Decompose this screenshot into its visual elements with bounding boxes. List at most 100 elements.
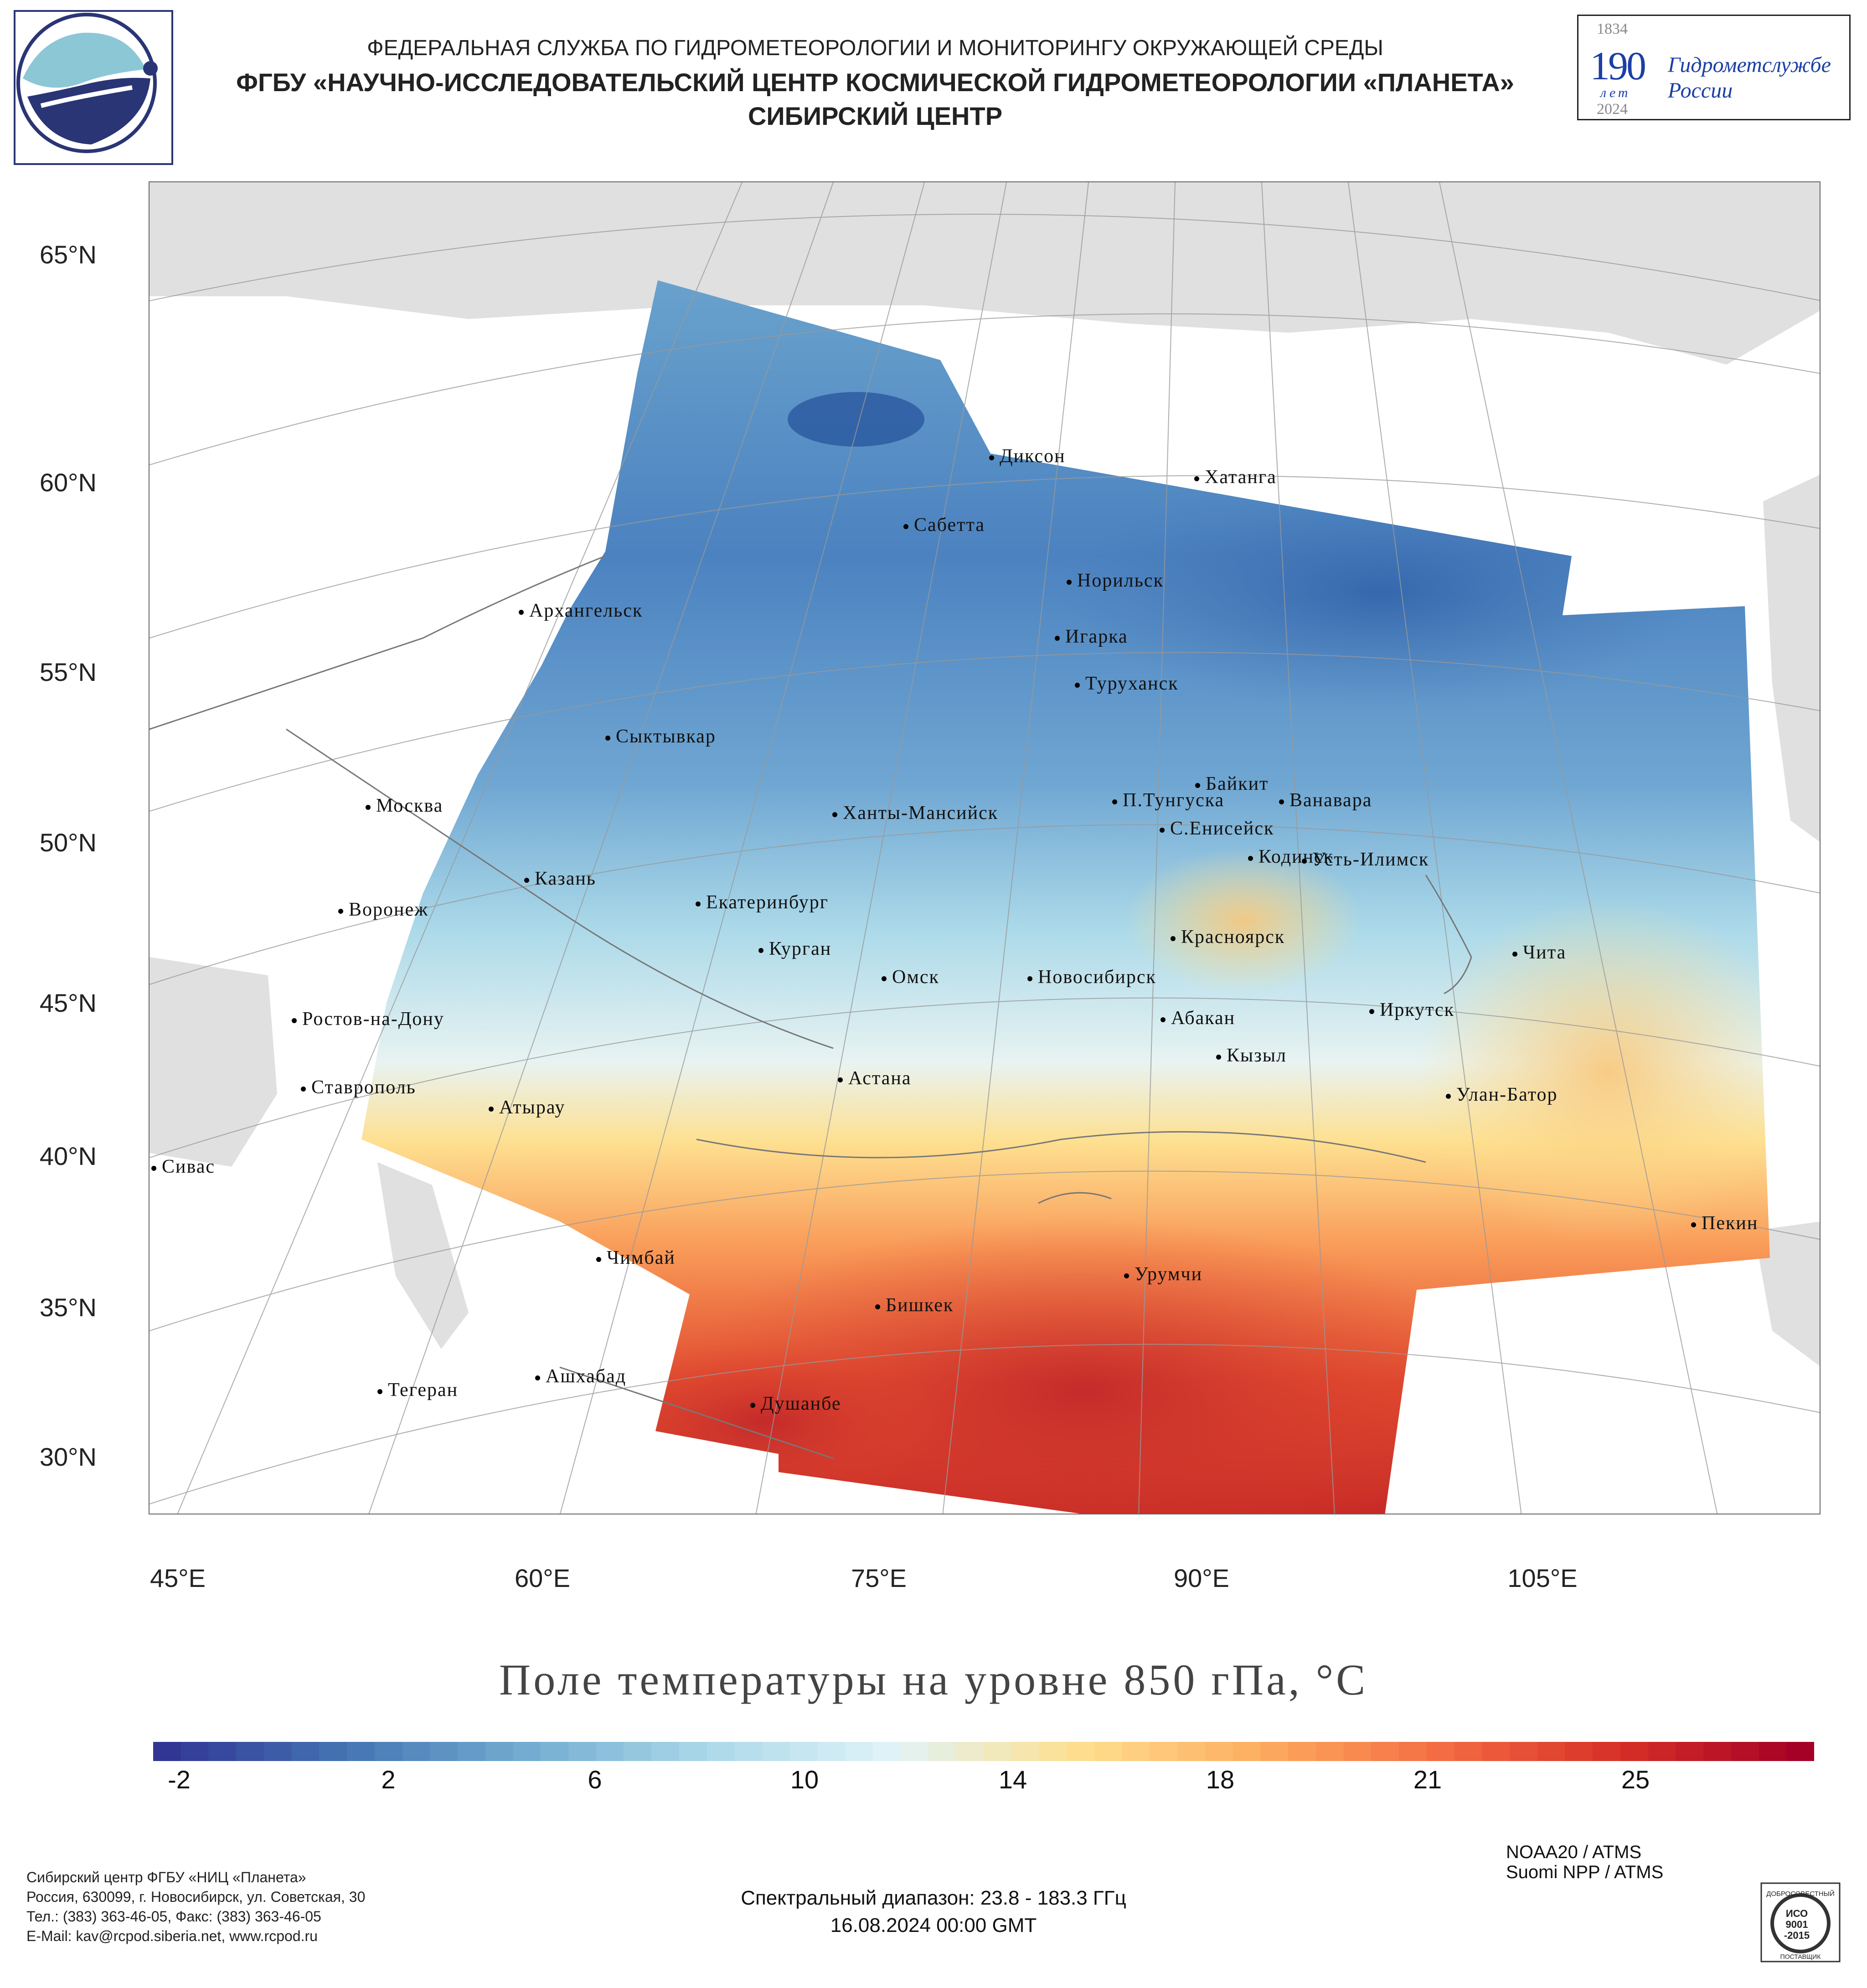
iso-certification-badge: ДОБРОСОВЕСТНЫЙ ИСО 9001 -2015 ПОСТАВЩИК	[1760, 1882, 1841, 1962]
colorbar-segment	[873, 1742, 901, 1761]
city-rostov-na-donu[interactable]: Ростов-на-Дону	[292, 1008, 444, 1030]
colorbar-segment	[679, 1742, 707, 1761]
city-pekin[interactable]: Пекин	[1691, 1212, 1758, 1234]
city-omsk[interactable]: Омск	[882, 966, 939, 988]
city-krasnoyarsk[interactable]: Красноярск	[1171, 926, 1285, 948]
map-canvas	[150, 182, 1820, 1514]
colorbar-segment	[707, 1742, 735, 1761]
colorbar-tick: 25	[1621, 1765, 1650, 1794]
city-kazan[interactable]: Казань	[524, 868, 596, 890]
city-ulan-bator[interactable]: Улан-Батор	[1446, 1084, 1558, 1106]
city-urumchi[interactable]: Урумчи	[1124, 1263, 1202, 1285]
lat-label-60: 60°N	[39, 468, 97, 497]
city-astana[interactable]: Астана	[838, 1067, 912, 1089]
iso-line1: ИСО	[1786, 1908, 1808, 1919]
lat-label-30: 30°N	[39, 1442, 97, 1471]
city-syktyvkar[interactable]: Сыктывкар	[605, 726, 716, 747]
city-tegeran[interactable]: Тегеран	[377, 1379, 458, 1401]
city-dot	[1027, 976, 1032, 981]
city-p-tunguska[interactable]: П.Тунгуска	[1112, 789, 1224, 811]
city-label: Абакан	[1171, 1008, 1236, 1029]
borders	[150, 555, 1472, 1459]
city-khatanga[interactable]: Хатанга	[1194, 466, 1277, 488]
contact-address: Россия, 630099, г. Новосибирск, ул. Сове…	[26, 1889, 366, 1905]
colorbar-segment	[845, 1742, 873, 1761]
city-dot	[292, 1018, 297, 1023]
city-vanavara[interactable]: Ванавара	[1279, 789, 1372, 811]
colorbar-segment	[1288, 1742, 1316, 1761]
colorbar-segment	[430, 1742, 458, 1761]
lat-label-40: 40°N	[39, 1142, 97, 1170]
land-areas	[150, 182, 1820, 1366]
colorbar-segment	[734, 1742, 763, 1761]
city-kurgan[interactable]: Курган	[758, 938, 831, 960]
city-kyzyl[interactable]: Кызыл	[1216, 1045, 1287, 1066]
city-norilsk[interactable]: Норильск	[1067, 570, 1164, 592]
contact-email[interactable]: E-Mail: kav@rcpod.siberia.net, www.rcpod…	[26, 1928, 318, 1944]
colorbar-segment	[1315, 1742, 1344, 1761]
colorbar-segment	[1620, 1742, 1648, 1761]
city-kodinsk[interactable]: Кодинск	[1248, 846, 1334, 868]
city-sabetta[interactable]: Сабетта	[903, 514, 985, 536]
city-dikson[interactable]: Диксон	[989, 445, 1066, 467]
colorbar-segment	[1537, 1742, 1565, 1761]
colorbar-segment	[984, 1742, 1011, 1761]
city-label: Сабетта	[914, 515, 985, 536]
satellite-info: NOAA20 / ATMS Suomi NPP / ATMS	[1506, 1842, 1663, 1882]
city-s-yeniseysk[interactable]: С.Енисейск	[1160, 818, 1274, 839]
city-ashkhabad[interactable]: Ашхабад	[535, 1365, 626, 1387]
lat-label-65: 65°N	[39, 240, 97, 269]
city-label: Усть-Илимск	[1312, 849, 1429, 870]
agency-name: ФЕДЕРАЛЬНАЯ СЛУЖБА ПО ГИДРОМЕТЕОРОЛОГИИ …	[367, 36, 1383, 60]
city-baikit[interactable]: Байкит	[1195, 773, 1269, 795]
colorbar-segment	[263, 1742, 292, 1761]
city-chimbay[interactable]: Чимбай	[596, 1247, 676, 1269]
city-atyrau[interactable]: Атырау	[489, 1097, 565, 1118]
iso-line2: 9001	[1786, 1919, 1808, 1930]
city-igarka[interactable]: Игарка	[1055, 626, 1128, 648]
city-dot	[1369, 1009, 1374, 1014]
colorbar-segment	[1786, 1742, 1815, 1761]
colorbar-segment	[789, 1742, 818, 1761]
city-irkutsk[interactable]: Иркутск	[1369, 999, 1454, 1021]
city-dot	[903, 524, 908, 529]
city-label: Пекин	[1702, 1213, 1759, 1234]
city-dushanbe[interactable]: Душанбе	[750, 1393, 841, 1415]
branch-name: СИБИРСКИЙ ЦЕНТР	[748, 102, 1003, 130]
colorbar-segment	[402, 1742, 430, 1761]
anniversary-logo: 1834 190 лет 2024 Гидрометслужбе России	[1577, 15, 1851, 120]
city-dot	[1112, 799, 1117, 804]
city-chita[interactable]: Чита	[1512, 942, 1566, 963]
lat-label-45: 45°N	[39, 989, 97, 1017]
roshydromet-logo	[14, 10, 173, 165]
city-bishkek[interactable]: Бишкек	[875, 1294, 954, 1316]
colorbar-tick: 21	[1413, 1765, 1442, 1794]
colorbar-segment	[236, 1742, 264, 1761]
anniversary-year-start: 1834	[1597, 21, 1628, 37]
city-label: Чимбай	[607, 1247, 676, 1268]
colorbar-segment	[1731, 1742, 1759, 1761]
city-khanty-mansiysk[interactable]: Ханты-Мансийск	[832, 802, 998, 824]
city-abakan[interactable]: Абакан	[1160, 1007, 1235, 1029]
city-moskva[interactable]: Москва	[366, 795, 443, 817]
colorbar-segment	[762, 1742, 790, 1761]
colorbar-segment	[1648, 1742, 1676, 1761]
city-turukhansk[interactable]: Туруханск	[1075, 673, 1179, 695]
city-yekaterinburg[interactable]: Екатеринбург	[696, 891, 829, 913]
temperature-field	[361, 280, 1770, 1514]
colorbar-segment	[1454, 1742, 1482, 1761]
city-label: Тегеран	[388, 1380, 459, 1401]
city-ust-ilimsk[interactable]: Усть-Илимск	[1302, 849, 1429, 870]
city-dot	[875, 1304, 880, 1309]
temperature-map[interactable]: Диксон Хатанга Сабетта Архангельск Норил…	[149, 181, 1821, 1514]
city-dot	[151, 1165, 156, 1171]
city-label: Сивас	[162, 1156, 216, 1177]
city-stavropol[interactable]: Ставрополь	[301, 1076, 416, 1098]
city-novosibirsk[interactable]: Новосибирск	[1027, 966, 1156, 988]
colorbar-segment	[1759, 1742, 1787, 1761]
colorbar-segment	[208, 1742, 237, 1761]
city-arkhangelsk[interactable]: Архангельск	[519, 600, 643, 622]
city-dot	[519, 609, 524, 615]
city-sivas[interactable]: Сивас	[151, 1156, 215, 1178]
city-voronezh[interactable]: Воронеж	[338, 899, 428, 921]
